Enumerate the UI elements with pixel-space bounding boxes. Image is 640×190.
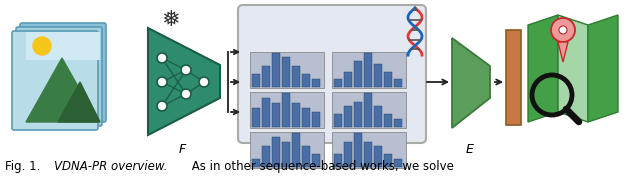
Bar [250,52,324,88]
FancyBboxPatch shape [238,5,426,143]
Bar [272,53,280,87]
Bar [262,146,269,167]
Bar [364,93,372,127]
Circle shape [551,18,575,42]
Text: F: F [179,143,186,156]
Polygon shape [452,38,490,128]
Text: VDNA-PR overview.: VDNA-PR overview. [54,160,168,173]
Text: ❅: ❅ [162,10,180,30]
Bar [282,93,289,127]
Bar [302,146,310,167]
Bar [312,154,319,167]
Bar [394,79,401,87]
Bar [364,53,372,87]
Bar [262,66,269,87]
Bar [250,92,324,128]
Bar [384,114,392,127]
Bar [344,106,351,127]
Bar [374,146,381,167]
Polygon shape [528,15,558,122]
Circle shape [181,89,191,99]
FancyBboxPatch shape [16,27,102,126]
Bar [332,92,406,128]
Bar [364,142,372,167]
Bar [262,98,269,127]
Bar [374,106,381,127]
Bar [384,154,392,167]
Circle shape [157,77,167,87]
Bar [252,158,260,167]
Bar [250,132,324,168]
FancyBboxPatch shape [12,31,98,130]
Bar [312,78,319,87]
Circle shape [199,77,209,87]
Circle shape [157,53,167,63]
Bar [292,103,300,127]
Circle shape [33,37,51,55]
Polygon shape [58,82,100,122]
Bar [292,133,300,167]
Bar [292,66,300,87]
Polygon shape [558,42,568,62]
Circle shape [181,65,191,75]
Bar [272,137,280,167]
Bar [252,108,260,127]
Bar [354,133,362,167]
Bar [332,132,406,168]
Bar [394,158,401,167]
Polygon shape [588,15,618,122]
Polygon shape [148,28,220,135]
Text: As in other sequence-based works, we solve: As in other sequence-based works, we sol… [188,160,454,173]
Text: Fig. 1.: Fig. 1. [5,160,40,173]
Bar [302,108,310,127]
Bar [302,74,310,87]
Bar [334,154,342,167]
Circle shape [157,101,167,111]
Bar [354,61,362,87]
Bar [252,74,260,87]
FancyBboxPatch shape [20,23,106,122]
Text: E: E [466,143,474,156]
Bar [506,30,521,125]
Bar [374,64,381,87]
Polygon shape [26,58,98,122]
Bar [334,79,342,87]
Bar [312,112,319,127]
Bar [394,119,401,127]
Circle shape [559,26,567,34]
Bar [344,142,351,167]
Bar [332,52,406,88]
Bar [344,72,351,87]
Bar [282,57,289,87]
Bar [334,114,342,127]
Bar [282,142,289,167]
Polygon shape [558,15,588,122]
Bar [384,72,392,87]
Bar [272,103,280,127]
Bar [26,32,100,60]
Bar [354,101,362,127]
